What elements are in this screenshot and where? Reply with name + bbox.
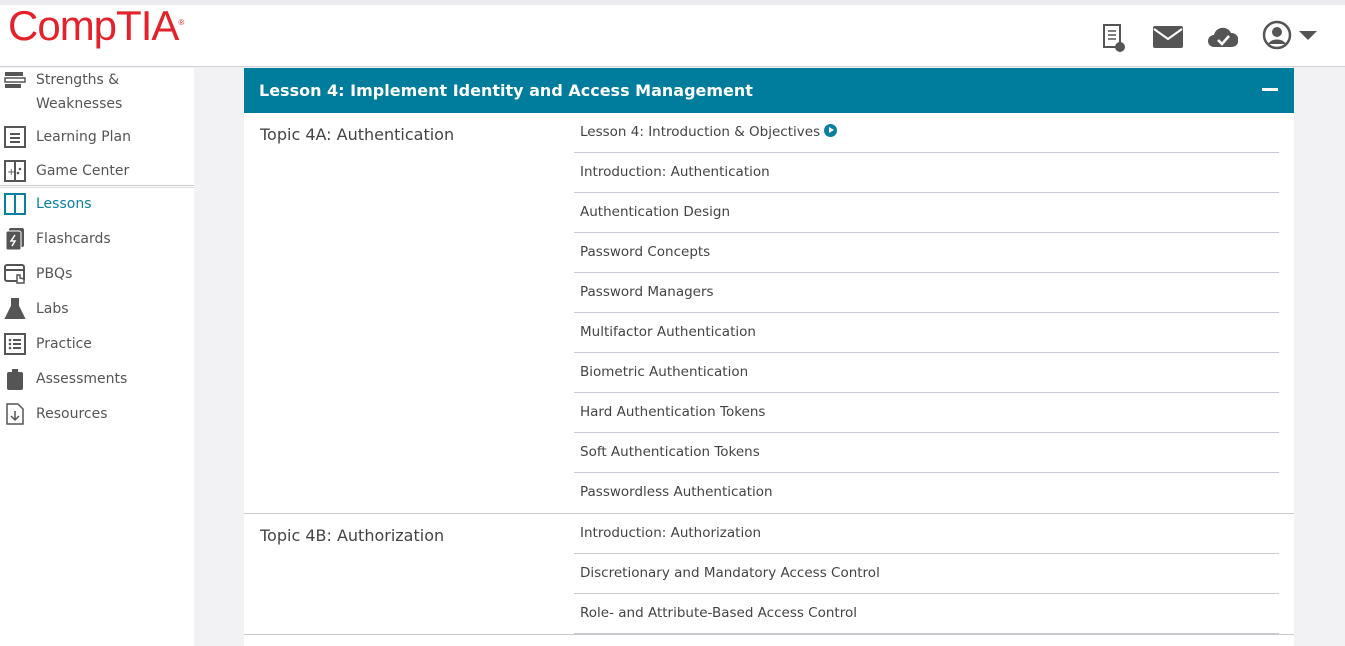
sidebar-item-label: Strengths & Weaknesses <box>36 72 123 112</box>
sidebar-item-label: Practice <box>36 336 92 352</box>
sidebar: Strengths & Weaknesses Learning Plan + Ga… <box>0 68 194 646</box>
topic-section: Topic 4A: Authentication Lesson 4: Intro… <box>244 113 1294 514</box>
sidebar-divider <box>0 185 194 188</box>
sidebar-item-label: Learning Plan <box>36 129 132 145</box>
lesson-item-label: Introduction: Authentication <box>580 164 770 180</box>
book-icon <box>4 193 26 215</box>
sidebar-item-resources[interactable]: Resources <box>0 402 194 426</box>
lesson-item-link[interactable]: Passwordless Authentication <box>574 473 1279 513</box>
lesson-item-link[interactable]: Biometric Authentication <box>574 353 1279 393</box>
lesson-item-label: Biometric Authentication <box>580 364 749 380</box>
lesson-item-label: Lesson 4: Introduction & Objectives <box>580 124 821 140</box>
comptia-logo[interactable]: CompTIA® <box>8 2 184 49</box>
sidebar-item-strengths-weaknesses[interactable]: Strengths & Weaknesses <box>0 68 194 116</box>
pbq-icon <box>4 264 25 284</box>
lesson-item-label: Password Managers <box>580 284 714 300</box>
sidebar-item-label: Flashcards <box>36 231 111 247</box>
sidebar-item-labs[interactable]: Labs <box>0 297 194 321</box>
logo-text: CompTIA <box>8 2 179 49</box>
lesson-item-label: Authentication Design <box>580 204 731 220</box>
lesson-item-label: Role- and Attribute-Based Access Control <box>580 605 857 621</box>
sidebar-item-label: Game Center <box>36 163 130 179</box>
lesson-item-link[interactable]: Lesson 4: Introduction & Objectives <box>574 113 1279 153</box>
lesson-title: Lesson 4: Implement Identity and Access … <box>259 81 753 100</box>
lesson-item-link[interactable]: Role- and Attribute-Based Access Control <box>574 594 1279 634</box>
clipboard-icon <box>7 369 23 390</box>
flask-icon <box>4 298 26 319</box>
sidebar-item-label: Lessons <box>36 196 92 212</box>
lesson-item-label: Password Concepts <box>580 244 711 260</box>
sidebar-item-label: Resources <box>36 406 108 422</box>
sidebar-item-learning-plan[interactable]: Learning Plan <box>0 125 194 149</box>
cloud-check-icon[interactable] <box>1208 25 1238 49</box>
play-icon[interactable] <box>824 124 838 137</box>
lesson-item-link[interactable]: Introduction: Authorization <box>574 514 1279 554</box>
lesson-item-label: Passwordless Authentication <box>580 484 773 500</box>
caret-down-icon[interactable] <box>1299 31 1317 41</box>
checklist-icon <box>4 333 26 355</box>
top-strip <box>0 0 1345 5</box>
lesson-item-link[interactable]: Soft Authentication Tokens <box>574 433 1279 473</box>
topic-items: Lesson 4: Introduction & Objectives Intro… <box>574 113 1279 513</box>
sidebar-item-assessments[interactable]: Assessments <box>0 367 194 391</box>
lesson-item-link[interactable]: Hard Authentication Tokens <box>574 393 1279 433</box>
bars-icon <box>4 72 26 88</box>
lesson-item-link[interactable]: Introduction: Authentication <box>574 153 1279 193</box>
lesson-item-link[interactable]: Multifactor Authentication <box>574 313 1279 353</box>
collapse-icon[interactable] <box>1262 88 1278 91</box>
lesson-item-link[interactable]: Discretionary and Mandatory Access Contr… <box>574 554 1279 594</box>
game-icon: + <box>4 160 26 182</box>
svg-text:+: + <box>7 167 15 178</box>
user-avatar-icon[interactable] <box>1262 20 1292 50</box>
sidebar-item-game-center[interactable]: + Game Center <box>0 159 194 183</box>
sidebar-item-pbqs[interactable]: PBQs <box>0 262 194 286</box>
lesson-panel: Lesson 4: Implement Identity and Access … <box>244 68 1294 646</box>
lesson-item-label: Discretionary and Mandatory Access Contr… <box>580 565 880 581</box>
lesson-item-link[interactable]: Authentication Design <box>574 193 1279 233</box>
sidebar-item-label: Assessments <box>36 371 128 387</box>
sidebar-item-flashcards[interactable]: Flashcards <box>0 227 194 251</box>
topic-title: Topic 4A: Authentication <box>260 125 455 144</box>
lesson-item-label: Soft Authentication Tokens <box>580 444 760 460</box>
flashcard-icon <box>5 228 24 250</box>
sidebar-item-label: PBQs <box>36 266 73 282</box>
lesson-item-link[interactable]: Password Concepts <box>574 233 1279 273</box>
topic-section: Topic 4B: Authorization Introduction: Au… <box>244 514 1294 635</box>
sidebar-item-label: Labs <box>36 301 69 317</box>
topic-items: Introduction: Authorization Discretionary… <box>574 514 1279 634</box>
lesson-item-label: Introduction: Authorization <box>580 525 762 541</box>
certificate-icon[interactable] <box>1102 23 1128 53</box>
topic-title: Topic 4B: Authorization <box>260 526 445 545</box>
lesson-item-link[interactable]: Password Managers <box>574 273 1279 313</box>
sidebar-item-lessons[interactable]: Lessons <box>0 192 194 216</box>
download-doc-icon <box>6 403 24 425</box>
header: CompTIA® <box>0 2 1345 67</box>
lesson-header[interactable]: Lesson 4: Implement Identity and Access … <box>244 68 1294 113</box>
mail-icon[interactable] <box>1153 26 1183 48</box>
sidebar-item-practice[interactable]: Practice <box>0 332 194 356</box>
lesson-item-label: Hard Authentication Tokens <box>580 404 766 420</box>
list-icon <box>4 126 26 148</box>
lesson-item-label: Multifactor Authentication <box>580 324 756 340</box>
